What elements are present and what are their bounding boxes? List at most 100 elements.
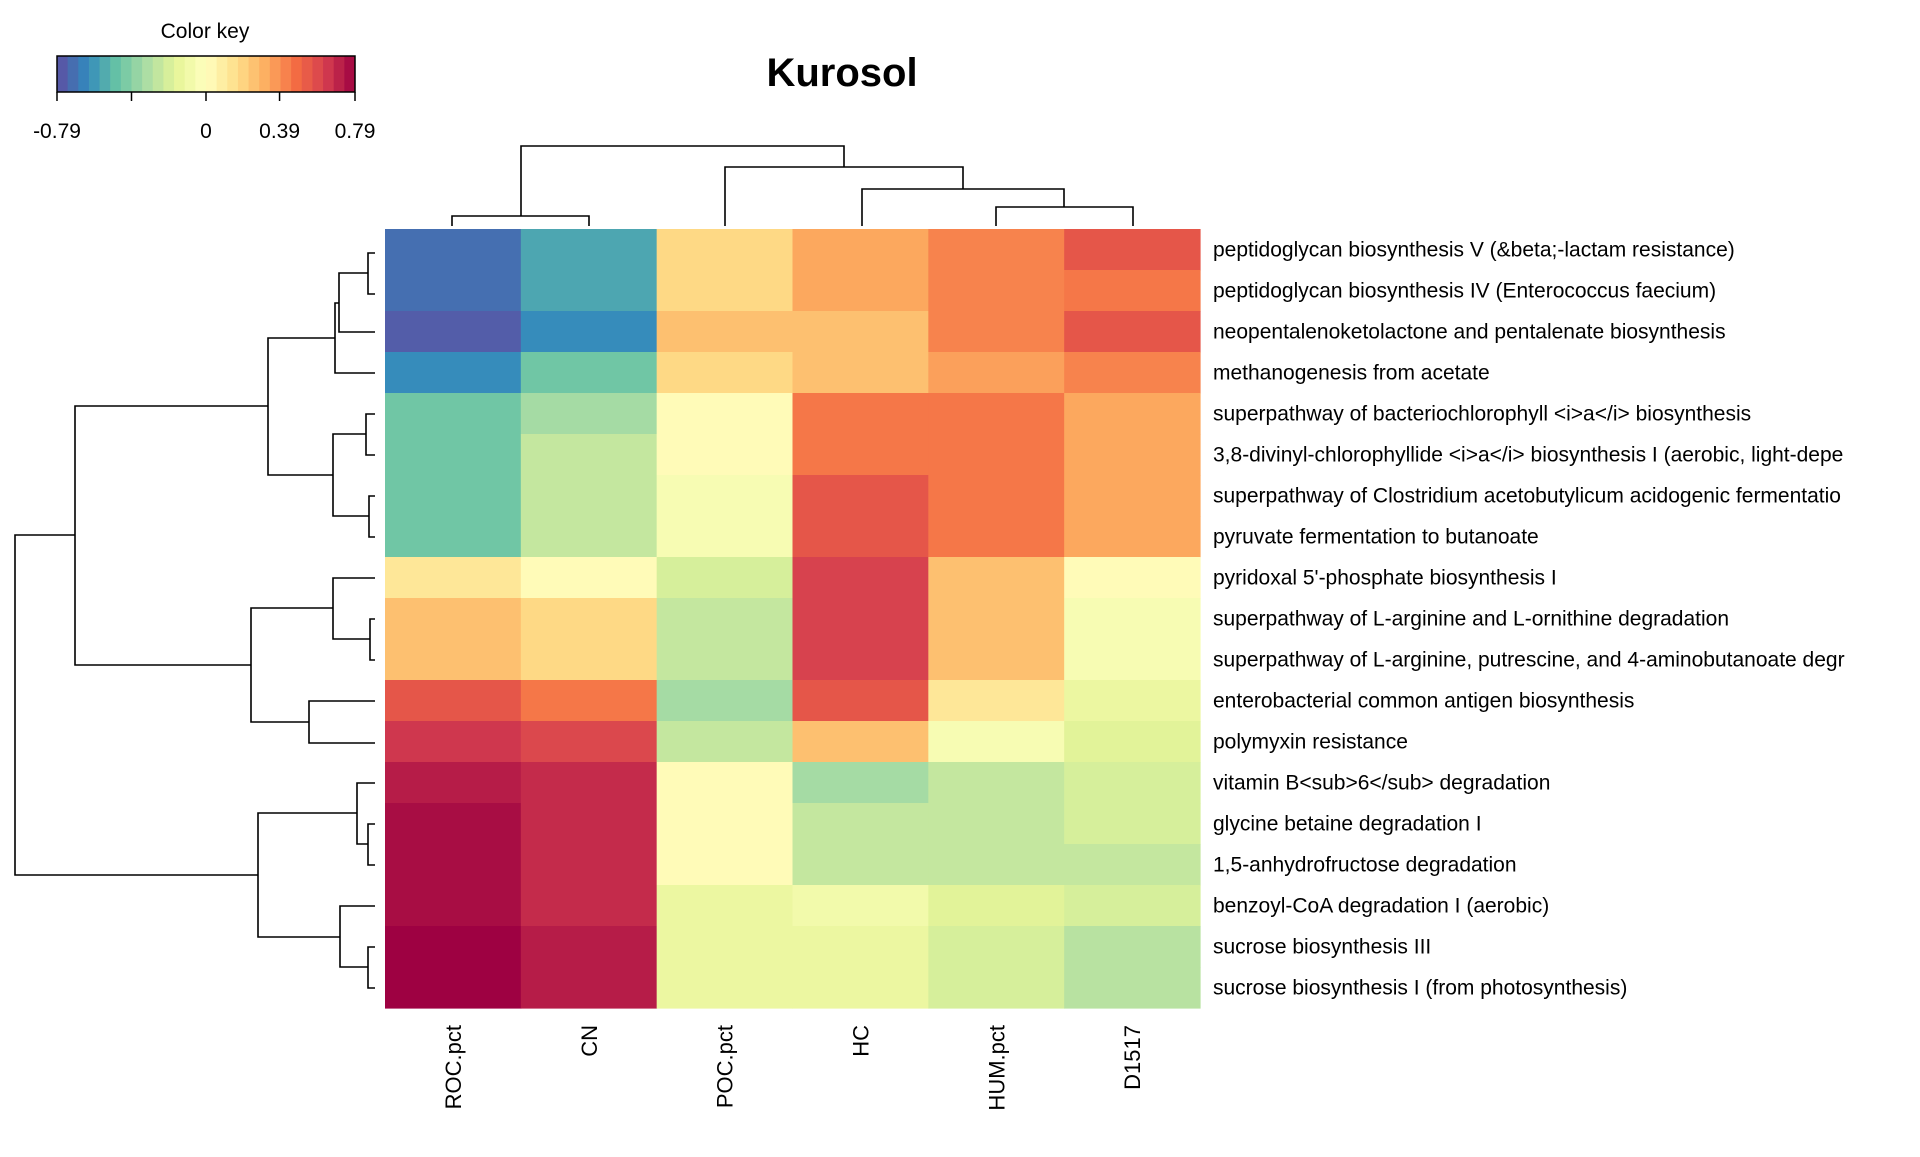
heatmap-cell [385, 721, 522, 763]
heatmap-cell [656, 639, 794, 681]
heatmap-cell [385, 393, 522, 435]
row-label: peptidoglycan biosynthesis IV (Enterococ… [1213, 280, 1716, 303]
heatmap-cell [928, 967, 1065, 1009]
color-key-tick-label: 0.39 [259, 120, 300, 143]
row-dendrogram-branch [338, 272, 375, 333]
heatmap-cell [656, 762, 794, 804]
color-key-swatch [174, 56, 186, 92]
row-label: methanogenesis from acetate [1213, 362, 1490, 385]
heatmap-cell [792, 557, 929, 599]
heatmap-cell [1064, 803, 1201, 845]
row-dendrogram-branch [365, 413, 375, 456]
heatmap-cell [928, 639, 1065, 681]
col-dendrogram-branch [451, 215, 590, 226]
color-key-swatch [131, 56, 143, 92]
heatmap-cell [656, 721, 794, 763]
heatmap-cell [385, 270, 522, 312]
column-label: POC.pct [713, 1025, 738, 1108]
column-dendrogram [451, 145, 1134, 226]
color-key-swatch [301, 56, 313, 92]
heatmap-cell [1064, 393, 1201, 435]
heatmap-cell [792, 721, 929, 763]
heatmap-cell [1064, 926, 1201, 968]
heatmap-cell [1064, 270, 1201, 312]
heatmap-cell [1064, 434, 1201, 476]
heatmap-cell [1064, 721, 1201, 763]
heatmap-cell [1064, 557, 1201, 599]
heatmap-cell [656, 803, 794, 845]
chart-title: Kurosol [766, 51, 917, 95]
color-key-swatch [227, 56, 239, 92]
color-key-swatch [333, 56, 345, 92]
heatmap-cell [1064, 475, 1201, 517]
heatmap-cell [928, 844, 1065, 886]
row-label: vitamin B<sub>6</sub> degradation [1213, 772, 1550, 795]
heatmap-cell [792, 516, 929, 558]
heatmap-cell [520, 434, 658, 476]
heatmap-cell [928, 393, 1065, 435]
heatmap-cell [656, 434, 794, 476]
heatmap-cell [792, 762, 929, 804]
heatmap-cell [1064, 844, 1201, 886]
color-key-swatch [248, 56, 260, 92]
heatmap-cell [385, 557, 522, 599]
heatmap-cell [928, 803, 1065, 845]
heatmap-cell [385, 885, 522, 927]
heatmap-cell [928, 680, 1065, 722]
heatmap-cell [385, 352, 522, 394]
heatmap-cell [792, 475, 929, 517]
heatmap-cell [385, 311, 522, 353]
row-dendrogram-branch [367, 823, 375, 866]
row-label: superpathway of L-arginine and L-ornithi… [1213, 608, 1729, 631]
heatmap-cell [385, 762, 522, 804]
row-dendrogram-branch [334, 302, 375, 374]
color-key-swatch [312, 56, 324, 92]
color-key-swatch [195, 56, 207, 92]
color-key-swatch [88, 56, 101, 92]
color-key-swatch [152, 56, 164, 92]
heatmap-cell [520, 393, 658, 435]
heatmap-cell [1064, 885, 1201, 927]
column-label: CN [577, 1025, 602, 1057]
heatmap-cell [928, 721, 1065, 763]
heatmap-cell [928, 926, 1065, 968]
color-key-swatch [78, 56, 90, 92]
color-key-gradient [57, 56, 356, 92]
column-labels: ROC.pct CN POC.pct HC HUM.pct D1517 [441, 1025, 1145, 1111]
heatmap-cell [385, 598, 522, 640]
heatmap-cell [1064, 762, 1201, 804]
heatmap-cell [928, 516, 1065, 558]
heatmap-cell [520, 270, 658, 312]
row-label: 3,8-divinyl-chlorophyllide <i>a</i> bios… [1213, 444, 1843, 467]
color-key-tick-label: -0.79 [33, 120, 81, 143]
row-dendrogram-branch [14, 534, 258, 876]
row-label: superpathway of L-arginine, putrescine, … [1213, 649, 1845, 672]
row-dendrogram [14, 252, 375, 989]
row-dendrogram-branch [368, 495, 375, 538]
color-key-swatch [216, 56, 228, 92]
heatmap-cell [1064, 680, 1201, 722]
col-dendrogram-branch [724, 166, 964, 226]
row-dendrogram-branch [367, 946, 375, 989]
heatmap-cell [792, 270, 929, 312]
heatmap-cell [656, 352, 794, 394]
heatmap-cell [520, 885, 658, 927]
heatmap-cell [656, 598, 794, 640]
heatmap-cell [792, 885, 929, 927]
row-label: peptidoglycan biosynthesis V (&beta;-lac… [1213, 239, 1735, 262]
row-dendrogram-branch [369, 618, 375, 661]
column-label: D1517 [1120, 1025, 1145, 1090]
row-dendrogram-branch [257, 812, 357, 938]
heatmap-cell [928, 598, 1065, 640]
heatmap-cell [656, 885, 794, 927]
heatmap-cell [385, 680, 522, 722]
row-label: 1,5-anhydrofructose degradation [1213, 854, 1517, 877]
color-key-swatch [280, 56, 292, 92]
heatmap-cell [656, 926, 794, 968]
heatmap-cell [1064, 311, 1201, 353]
heatmap-cell [792, 434, 929, 476]
color-key-swatch [237, 56, 250, 92]
column-label: ROC.pct [441, 1025, 466, 1109]
